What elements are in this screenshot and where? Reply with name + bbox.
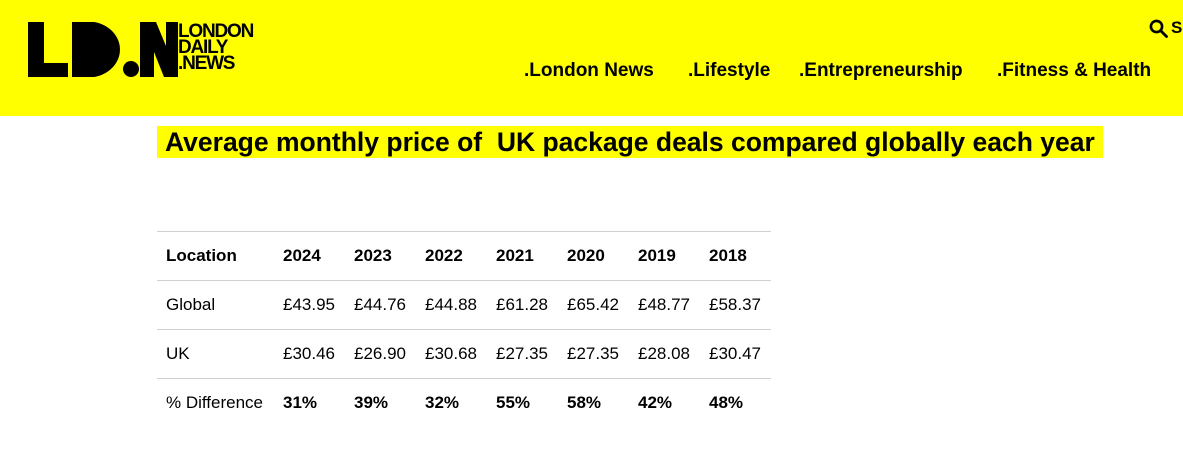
table-cell: £30.68 — [416, 329, 487, 379]
column-header: 2021 — [487, 231, 558, 281]
search-label: S — [1171, 18, 1183, 37]
table-cell: £27.35 — [558, 329, 629, 379]
logo-line-2: DAILY — [178, 37, 228, 58]
table-cell: £30.46 — [274, 329, 345, 379]
article-title: Average monthly price of UK package deal… — [165, 127, 1095, 157]
column-header: 2023 — [345, 231, 416, 281]
table-row: UK £30.46 £26.90 £30.68 £27.35 £27.35 £2… — [157, 329, 771, 379]
table-cell: £27.35 — [487, 329, 558, 379]
table-cell: 42% — [629, 378, 700, 427]
table-cell: £44.88 — [416, 280, 487, 330]
table-cell: % Difference — [157, 378, 274, 427]
logo-line-3: .NEWS — [178, 53, 235, 74]
table-cell: £28.08 — [629, 329, 700, 379]
table-cell: 48% — [700, 378, 771, 427]
ldn-logo-mark — [28, 22, 178, 77]
table-cell: £61.28 — [487, 280, 558, 330]
site-logo[interactable] — [28, 22, 268, 80]
table-cell: 58% — [558, 378, 629, 427]
table-cell: UK — [157, 329, 274, 379]
nav-london-news[interactable]: .London News — [524, 60, 654, 81]
logo-wordmark: LONDON DAILY .NEWS — [178, 21, 254, 74]
site-header: LONDON DAILY .NEWS S .London News .Lifes… — [0, 0, 1183, 116]
column-header: 2024 — [274, 231, 345, 281]
column-header: 2019 — [629, 231, 700, 281]
column-header: 2018 — [700, 231, 771, 281]
search-button[interactable]: S — [1149, 18, 1182, 38]
nav-fitness-health[interactable]: .Fitness & Health — [997, 60, 1152, 81]
table-cell: £65.42 — [558, 280, 629, 330]
nav-entrepreneurship[interactable]: .Entrepreneurship — [799, 60, 963, 81]
column-header: 2022 — [416, 231, 487, 281]
table-cell: Global — [157, 280, 274, 330]
column-header: Location — [157, 231, 274, 281]
article-title-highlight: Average monthly price of UK package deal… — [157, 126, 1103, 158]
main-nav: .London News .Lifestyle .Entrepreneurshi… — [0, 60, 1183, 84]
table-cell: 39% — [345, 378, 416, 427]
table-cell: £44.76 — [345, 280, 416, 330]
table-cell: 55% — [487, 378, 558, 427]
table-cell: £48.77 — [629, 280, 700, 330]
search-icon — [1149, 19, 1168, 38]
logo-line-1: LONDON — [178, 21, 254, 42]
table-cell: £58.37 — [700, 280, 771, 330]
price-comparison-table: Location 2024 2023 2022 2021 2020 2019 2… — [157, 231, 771, 427]
table-row: % Difference 31% 39% 32% 55% 58% 42% 48% — [157, 378, 771, 427]
table-cell: 32% — [416, 378, 487, 427]
table-cell: £26.90 — [345, 329, 416, 379]
table-row: Global £43.95 £44.76 £44.88 £61.28 £65.4… — [157, 280, 771, 330]
table-cell: £30.47 — [700, 329, 771, 379]
column-header: 2020 — [558, 231, 629, 281]
nav-lifestyle[interactable]: .Lifestyle — [688, 60, 771, 81]
table-cell: 31% — [274, 378, 345, 427]
table-header-row: Location 2024 2023 2022 2021 2020 2019 2… — [157, 231, 771, 281]
table-cell: £43.95 — [274, 280, 345, 330]
